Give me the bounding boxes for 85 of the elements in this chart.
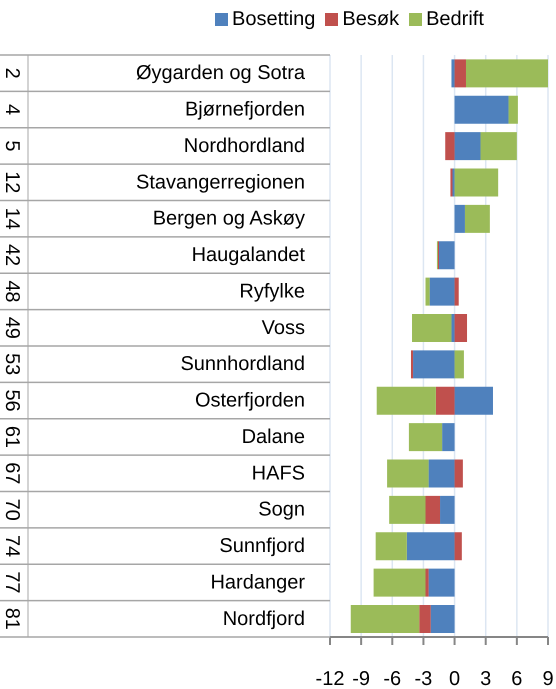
text: 67	[1, 462, 23, 484]
x-tick-label: -9	[352, 668, 370, 689]
bar	[454, 386, 493, 415]
x-tick-label: -3	[414, 668, 432, 689]
bar	[451, 314, 455, 342]
bar	[406, 532, 455, 560]
x-tick-label: 9	[542, 668, 554, 689]
bar	[454, 278, 459, 306]
legend-label: Bosetting	[232, 8, 316, 31]
y-tick-label: Bjørnefjorden	[184, 98, 305, 121]
y-tick-label: Dalane	[242, 426, 305, 448]
bar	[412, 314, 452, 342]
bar	[445, 132, 455, 160]
y-tick-label: Nordhordland	[184, 134, 305, 157]
y-tick-label: Haugalandet	[192, 244, 306, 266]
bar	[426, 568, 429, 597]
x-tick-label: 3	[480, 668, 492, 689]
y-tick-label: Nordfjord	[222, 608, 305, 630]
y-tick-label: Hardanger	[210, 571, 306, 594]
bar	[480, 132, 517, 160]
bar	[464, 204, 490, 233]
y-tick-label: Stavangerregionen	[136, 171, 305, 194]
bar	[508, 96, 518, 124]
bar	[454, 532, 462, 560]
legend-label: Bedrift	[426, 8, 484, 31]
text: 56	[1, 389, 23, 412]
text: 4	[1, 104, 23, 116]
bar	[454, 168, 498, 196]
y-tick-label: Voss	[262, 316, 305, 339]
text: 61	[1, 426, 23, 448]
bar	[454, 314, 468, 342]
bar	[428, 459, 455, 488]
bar	[454, 96, 509, 124]
bar	[410, 350, 414, 378]
bar	[454, 204, 465, 233]
text: 81	[1, 608, 23, 630]
x-tick-label: 0	[449, 668, 460, 689]
y-tick-label: Osterfjorden	[194, 390, 305, 412]
text: 74	[1, 534, 23, 558]
bar	[451, 59, 455, 88]
bar	[442, 423, 455, 452]
y-tick-label: Sunnfjord	[219, 535, 305, 558]
bar	[466, 59, 548, 88]
y-tick-label: Øygarden og Sotra	[136, 62, 306, 84]
text: 2	[1, 68, 23, 79]
bar	[428, 568, 455, 597]
bar	[454, 459, 463, 488]
y-tick-label: Bergen og Askøy	[152, 208, 305, 230]
legend-label: Besøk	[342, 8, 400, 31]
bar	[430, 604, 455, 633]
text: 70	[1, 498, 23, 521]
bar	[454, 132, 481, 160]
bar	[452, 168, 455, 196]
bar	[454, 350, 464, 378]
bar	[436, 386, 455, 415]
text: 5	[1, 140, 23, 152]
x-tick-label: -12	[316, 668, 344, 689]
y-tick-label: Ryfylke	[239, 280, 305, 302]
y-tick-label: Sogn	[258, 498, 305, 521]
bar	[389, 496, 426, 524]
bar	[454, 59, 466, 88]
text: 49	[1, 316, 23, 339]
bar	[426, 496, 440, 524]
x-tick-label: 6	[511, 668, 522, 689]
bar	[413, 350, 455, 378]
bar	[419, 604, 431, 633]
bar	[426, 278, 430, 306]
bar	[376, 532, 407, 560]
text: 42	[1, 244, 23, 266]
bar	[440, 496, 455, 524]
text: 14	[1, 208, 23, 230]
bar	[350, 604, 420, 633]
text: 12	[1, 171, 23, 194]
text: 77	[1, 571, 23, 594]
bar	[430, 278, 455, 306]
x-tick-label: -6	[383, 668, 402, 689]
bar	[374, 568, 426, 597]
text: 53	[1, 353, 23, 376]
y-tick-label: HAFS	[252, 462, 305, 484]
y-tick-label: Sunnhordland	[180, 353, 305, 376]
bar	[408, 423, 442, 452]
bar	[387, 459, 429, 488]
bar	[439, 241, 455, 270]
bar	[376, 386, 436, 415]
text: 48	[1, 280, 23, 303]
